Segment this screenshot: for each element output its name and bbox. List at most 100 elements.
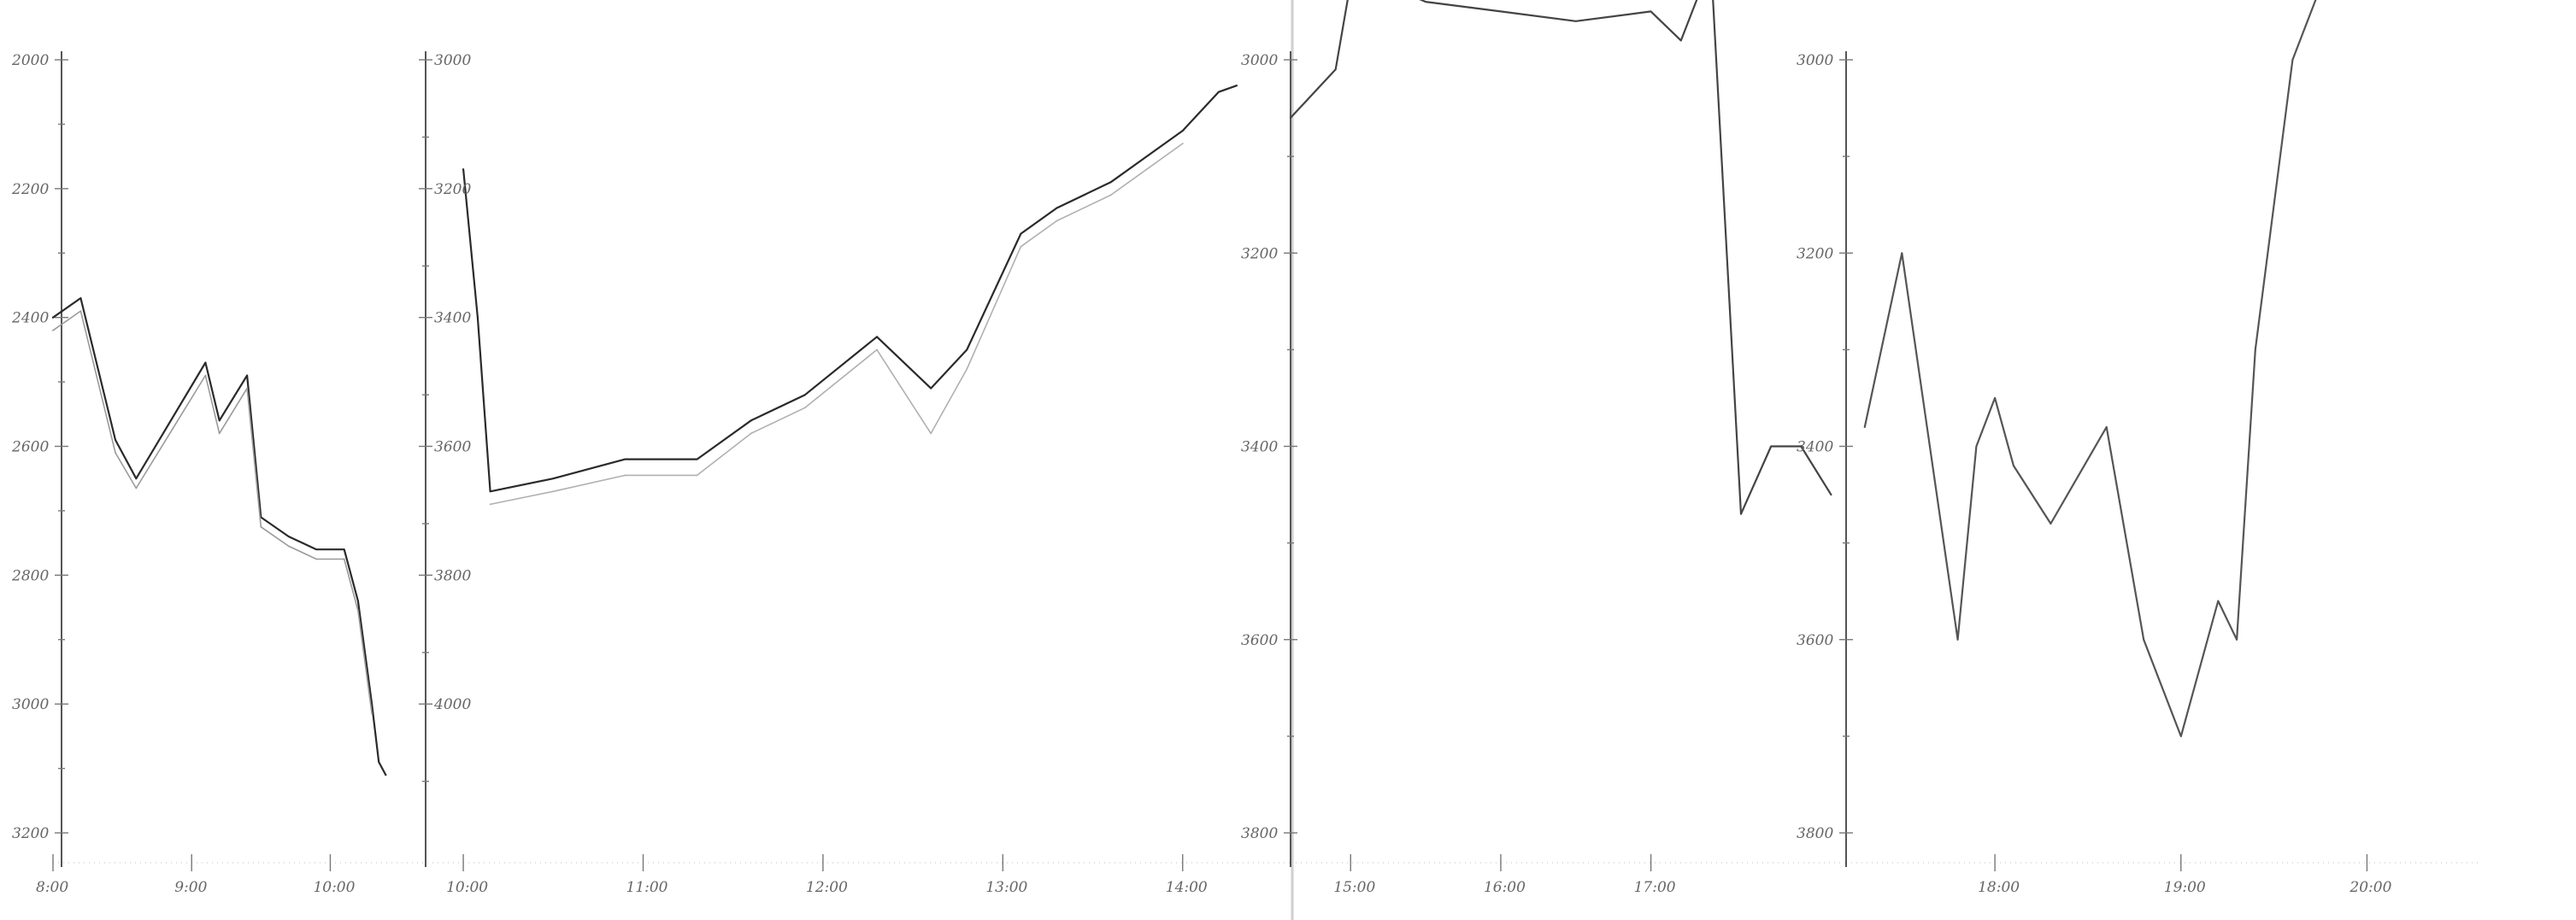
series-line-3-0 xyxy=(1863,0,2317,738)
y-tick-label-3-0: 3000 xyxy=(1797,52,1833,69)
data-point-0-1-12 xyxy=(371,712,373,715)
data-point-1-1-7 xyxy=(930,432,932,435)
data-point-1-1-6 xyxy=(876,349,878,351)
data-point-1-1-0 xyxy=(489,503,491,506)
data-point-0-0-14 xyxy=(385,774,387,776)
data-point-1-0-12 xyxy=(1056,207,1058,209)
series-line-1-1 xyxy=(489,143,1184,506)
data-point-3-0-7 xyxy=(2105,425,2108,428)
data-point-1-0-16 xyxy=(1217,91,1220,93)
y-tick-label-1-1: 3200 xyxy=(434,181,471,198)
data-point-1-0-10 xyxy=(966,349,968,351)
data-point-0-1-3 xyxy=(135,487,138,489)
data-point-1-0-7 xyxy=(803,394,806,396)
data-point-1-0-13 xyxy=(1109,181,1112,184)
data-point-2-0-5 xyxy=(1500,10,1502,13)
data-point-2-0-7 xyxy=(1650,10,1652,13)
data-point-0-0-0 xyxy=(52,316,54,319)
y-tick-label-2-0: 3000 xyxy=(1241,52,1278,69)
data-point-0-1-0 xyxy=(52,329,54,331)
data-point-1-1-1 xyxy=(552,490,555,493)
data-point-0-0-5 xyxy=(218,419,221,422)
data-point-0-0-2 xyxy=(115,439,116,441)
y-tick-label-0-0: 2000 xyxy=(11,52,49,69)
x-tick-label-3-0: 18:00 xyxy=(1978,879,2020,896)
x-tick-label-0-2: 10:00 xyxy=(313,879,355,896)
data-point-1-1-2 xyxy=(624,474,626,477)
x-tick-label-1-0: 10:00 xyxy=(446,879,488,896)
data-point-1-0-1 xyxy=(477,316,479,319)
y-tick-label-2-3: 3600 xyxy=(1241,632,1278,649)
y-tick-label-1-3: 3600 xyxy=(434,439,471,456)
data-point-3-0-10 xyxy=(2217,600,2220,602)
x-tick-label-3-2: 20:00 xyxy=(2349,879,2391,896)
data-point-1-0-5 xyxy=(696,458,698,460)
data-point-0-0-12 xyxy=(371,703,373,706)
data-point-1-1-8 xyxy=(966,368,968,370)
data-point-3-0-6 xyxy=(2050,523,2052,524)
data-point-2-0-0 xyxy=(1290,116,1291,119)
data-point-1-0-6 xyxy=(750,419,752,422)
data-point-0-1-1 xyxy=(79,310,82,313)
y-tick-label-0-2: 2400 xyxy=(11,310,49,327)
data-point-1-1-12 xyxy=(1145,168,1148,171)
grid-layer xyxy=(53,0,2479,920)
x-tick-label-1-1: 11:00 xyxy=(626,879,668,896)
series-line-1-0 xyxy=(462,85,1238,493)
data-point-3-0-11 xyxy=(2236,638,2238,641)
x-tick-label-2-0: 15:00 xyxy=(1333,879,1375,896)
data-point-0-1-5 xyxy=(218,432,221,435)
data-point-1-1-4 xyxy=(750,432,752,435)
y-tick-label-0-1: 2200 xyxy=(11,181,49,198)
x-tick-label-1-3: 13:00 xyxy=(985,879,1027,896)
y-tick-label-1-5: 4000 xyxy=(433,696,471,713)
data-point-0-1-9 xyxy=(315,558,318,560)
data-point-3-0-12 xyxy=(2254,349,2256,351)
data-point-0-1-4 xyxy=(204,374,207,377)
data-point-1-0-9 xyxy=(930,387,932,390)
data-point-1-1-5 xyxy=(803,407,806,409)
data-point-1-0-4 xyxy=(624,458,626,460)
data-point-0-0-3 xyxy=(135,478,138,480)
data-point-1-0-2 xyxy=(489,490,491,493)
data-point-0-0-9 xyxy=(315,548,318,551)
data-point-2-0-11 xyxy=(1770,445,1773,448)
y-tick-label-1-4: 3800 xyxy=(434,567,471,584)
data-point-1-0-8 xyxy=(876,336,878,338)
data-point-0-0-8 xyxy=(287,536,290,537)
data-point-0-1-10 xyxy=(343,558,345,560)
x-tick-label-0-0: 8:00 xyxy=(36,879,68,896)
data-point-3-0-4 xyxy=(1994,397,1997,399)
data-point-3-0-9 xyxy=(2179,735,2182,737)
x-tick-label-2-1: 16:00 xyxy=(1484,879,1526,896)
traces-layer xyxy=(51,0,2317,776)
data-point-1-0-3 xyxy=(552,478,555,480)
y-tick-label-3-1: 3200 xyxy=(1797,245,1833,262)
x-tick-label-1-4: 14:00 xyxy=(1166,879,1208,896)
labels-layer: 2000 2200 2400 2600 2800 3000 3200 8:00 9:00 10:0… xyxy=(11,52,2392,896)
y-tick-label-0-6: 3200 xyxy=(12,825,49,842)
data-point-0-0-1 xyxy=(79,297,82,299)
data-point-0-1-2 xyxy=(115,452,116,454)
data-point-0-1-7 xyxy=(260,525,262,528)
y-tick-label-3-2: 3400 xyxy=(1797,439,1833,456)
y-tick-label-1-2: 3400 xyxy=(434,310,471,327)
x-tick-label-0-1: 9:00 xyxy=(174,879,207,896)
data-point-0-0-13 xyxy=(378,761,380,763)
y-tick-label-3-4: 3800 xyxy=(1797,825,1833,842)
data-point-3-0-1 xyxy=(1901,252,1903,255)
data-point-2-0-6 xyxy=(1574,20,1577,22)
data-point-3-0-5 xyxy=(2012,465,2014,467)
y-tick-label-2-1: 3200 xyxy=(1241,245,1278,262)
data-point-2-0-12 xyxy=(1800,445,1803,448)
x-tick-label-1-2: 12:00 xyxy=(806,879,848,896)
series-line-2-0 xyxy=(1289,0,1832,515)
data-point-1-1-13 xyxy=(1181,143,1184,144)
data-point-1-1-10 xyxy=(1056,220,1058,222)
data-point-1-0-11 xyxy=(1020,232,1022,235)
x-tick-label-2-2: 17:00 xyxy=(1634,879,1676,896)
axes-layer xyxy=(52,51,2368,871)
data-point-1-0-17 xyxy=(1235,85,1238,87)
data-point-2-0-4 xyxy=(1425,1,1427,3)
